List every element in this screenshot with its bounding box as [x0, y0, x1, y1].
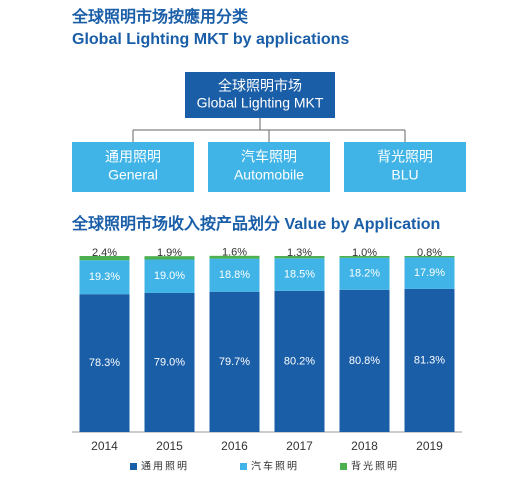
bar-segment	[144, 292, 195, 432]
bar-segment	[144, 259, 195, 293]
value-label: 79.7%	[219, 356, 250, 368]
node-label-en: BLU	[391, 167, 418, 183]
value-label: 1.3%	[287, 247, 312, 259]
bar-segment	[339, 256, 390, 258]
x-tick-label: 2015	[156, 439, 183, 453]
bar-segment	[209, 291, 260, 432]
bar-segment	[209, 255, 260, 259]
node-label-zh: 通用照明	[105, 149, 161, 165]
value-label: 81.3%	[414, 354, 445, 366]
bar-segment	[79, 294, 130, 432]
x-tick-label: 2014	[91, 439, 118, 453]
chart-title: 全球照明市场收入按产品划分 Value by Application	[71, 214, 440, 233]
legend-label: 通用照明	[141, 461, 189, 473]
node-box	[344, 142, 466, 192]
value-label: 17.9%	[414, 267, 445, 279]
bar-segment	[79, 256, 130, 261]
value-label: 19.3%	[89, 271, 120, 283]
legend-swatch	[240, 463, 247, 470]
value-label: 80.8%	[349, 355, 380, 367]
value-label: 1.6%	[222, 247, 247, 259]
bar-segment	[209, 258, 260, 292]
bar-segment	[274, 256, 325, 259]
value-label: 79.0%	[154, 356, 185, 368]
node-box	[72, 142, 194, 192]
bar-segment	[339, 289, 390, 432]
node-label-en: Automobile	[234, 167, 304, 183]
bar-segment	[404, 257, 455, 289]
value-label: 0.8%	[417, 247, 442, 259]
title-zh: 全球照明市场按應用分类	[71, 7, 249, 26]
bar-segment	[274, 290, 325, 432]
node-label-zh: 背光照明	[377, 149, 433, 165]
value-label: 19.0%	[154, 270, 185, 282]
legend-label: 背光照明	[351, 460, 399, 473]
node-label-en: General	[108, 167, 158, 183]
value-label: 78.3%	[89, 357, 120, 369]
x-tick-label: 2019	[416, 439, 443, 453]
value-label: 1.9%	[157, 247, 182, 259]
node-box	[208, 142, 330, 192]
root-box	[185, 72, 335, 118]
x-tick-label: 2016	[221, 439, 248, 453]
connectors	[132, 118, 406, 142]
title-en: Global Lighting MKT by applications	[72, 31, 349, 48]
x-tick-label: 2017	[286, 439, 313, 453]
legend-swatch	[130, 463, 137, 470]
bar-segment	[274, 258, 325, 291]
node-label-zh: 汽车照明	[241, 149, 297, 165]
value-label: 80.2%	[284, 355, 315, 367]
legend-swatch	[340, 463, 347, 470]
legend-label: 汽车照明	[251, 460, 299, 473]
diagram: 全球照明市场 Global Lighting MKT 通用照明 General …	[72, 72, 466, 192]
value-label: 1.0%	[352, 247, 377, 259]
bar-segment	[404, 288, 455, 432]
value-label: 2.4%	[92, 247, 117, 259]
x-tick-label: 2018	[351, 439, 378, 453]
value-label: 18.8%	[219, 269, 250, 281]
bar-segment	[79, 260, 130, 295]
root-label-zh: 全球照明市场	[218, 78, 302, 94]
bar-segment	[404, 256, 455, 258]
bar-segment	[339, 257, 390, 290]
value-label: 18.2%	[349, 268, 380, 280]
bar-segment	[144, 256, 195, 260]
value-label: 18.5%	[284, 268, 315, 280]
root-label-en: Global Lighting MKT	[197, 95, 324, 111]
